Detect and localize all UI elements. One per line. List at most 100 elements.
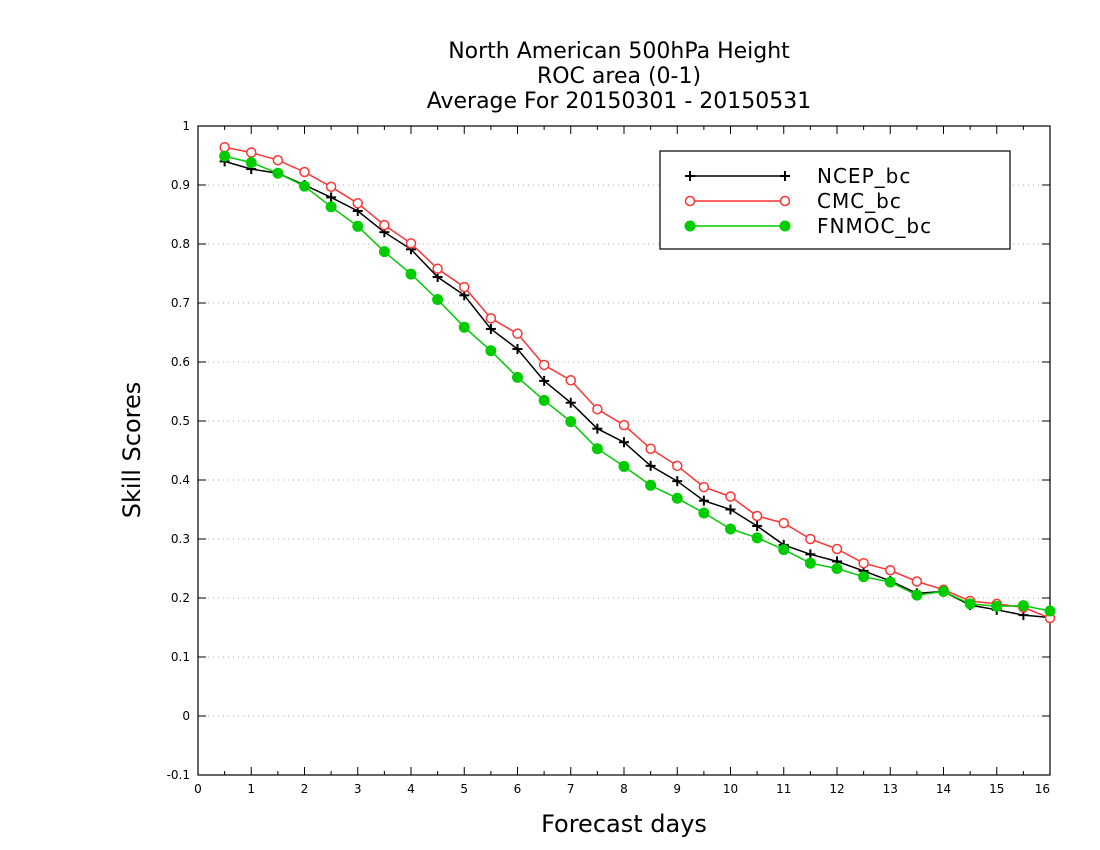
data-point-cmc-bc: [512, 328, 523, 339]
x-tick-label: 15: [989, 782, 1004, 796]
data-point-fnmoc-bc: [458, 321, 470, 333]
data-point-fnmoc-bc: [858, 571, 870, 583]
legend-marker: [780, 171, 790, 181]
y-tick-label: 0.2: [171, 591, 190, 605]
data-point-fnmoc-bc: [352, 220, 364, 232]
x-tick-label: 13: [883, 782, 898, 796]
x-tick-label: 11: [776, 782, 791, 796]
data-point-cmc-bc: [698, 481, 710, 493]
data-point-fnmoc-bc: [378, 246, 390, 258]
data-point-cmc-bc: [911, 576, 923, 587]
data-point-fnmoc-bc: [911, 589, 923, 601]
x-tick-label: 1: [247, 782, 255, 796]
data-point-cmc-bc: [219, 141, 230, 153]
data-point-fnmoc-bc: [485, 345, 497, 357]
data-point-fnmoc-bc: [591, 443, 603, 455]
data-point-fnmoc-bc: [725, 523, 736, 535]
data-point-ncep-bc: [698, 495, 709, 506]
data-point-ncep-bc: [485, 323, 496, 334]
x-tick-label: 9: [673, 782, 681, 796]
data-point-fnmoc-bc: [804, 557, 816, 569]
data-point-cmc-bc: [592, 403, 603, 415]
x-tick-label: 4: [407, 782, 415, 796]
x-tick-label: 14: [936, 782, 951, 796]
x-tick-label: 2: [301, 782, 309, 796]
data-point-cmc-bc: [885, 565, 896, 576]
legend-label: CMC_bc: [817, 189, 902, 213]
data-point-fnmoc-bc: [219, 150, 231, 162]
data-point-cmc-bc: [565, 375, 576, 386]
data-point-fnmoc-bc: [671, 492, 683, 504]
data-point-fnmoc-bc: [538, 394, 550, 406]
data-point-fnmoc-bc: [938, 586, 949, 598]
x-tick-label: 0: [194, 782, 202, 796]
data-point-ncep-bc: [645, 460, 656, 471]
legend-marker: [684, 220, 696, 232]
data-point-fnmoc-bc: [325, 201, 337, 213]
data-point-cmc-bc: [725, 491, 736, 502]
data-point-cmc-bc: [751, 510, 763, 522]
y-tick-label: 0.6: [171, 355, 190, 369]
x-tick-label: 8: [620, 782, 628, 796]
title-line-3: Average For 20150301 - 20150531: [427, 89, 812, 114]
y-tick-label: 0.5: [171, 414, 190, 428]
series-fnmoc-bc: [219, 150, 1056, 617]
y-tick-label: 0.1: [171, 650, 190, 664]
data-point-fnmoc-bc: [405, 268, 417, 280]
data-point-cmc-bc: [645, 443, 656, 454]
data-point-fnmoc-bc: [299, 180, 310, 192]
data-point-cmc-bc: [618, 419, 630, 431]
data-point-cmc-bc: [672, 460, 683, 472]
data-point-cmc-bc: [805, 533, 816, 545]
title-line-1: North American 500hPa Height: [448, 39, 790, 64]
data-point-fnmoc-bc: [884, 576, 896, 588]
data-point-fnmoc-bc: [565, 416, 577, 428]
legend-box: [659, 150, 1011, 250]
series-cmc-bc: [219, 141, 1056, 624]
data-point-fnmoc-bc: [432, 293, 444, 305]
legend-marker: [779, 195, 791, 207]
y-tick-label: 0.4: [171, 473, 190, 487]
data-point-ncep-bc: [805, 549, 816, 560]
data-point-cmc-bc: [778, 517, 789, 529]
x-tick-label: 16: [1035, 782, 1050, 796]
legend-item-fnmoc-bc: FNMOC_bc: [684, 214, 932, 238]
x-tick-label: 12: [829, 782, 844, 796]
y-tick-label: 1: [182, 119, 190, 133]
x-tick-label: 6: [514, 782, 522, 796]
data-point-cmc-bc: [432, 263, 443, 275]
data-point-cmc-bc: [379, 219, 390, 231]
x-tick-label: 10: [723, 782, 738, 796]
data-point-fnmoc-bc: [512, 371, 523, 383]
x-tick-label: 5: [460, 782, 468, 796]
data-point-cmc-bc: [352, 198, 363, 209]
legend-label: NCEP_bc: [817, 164, 911, 188]
legend-item-ncep-bc: NCEP_bc: [685, 164, 911, 188]
data-point-cmc-bc: [485, 313, 497, 324]
x-tick-label: 7: [567, 782, 575, 796]
data-point-ncep-bc: [565, 397, 576, 408]
legend-marker: [684, 195, 696, 207]
y-tick-label: 0.3: [171, 532, 190, 546]
legend-item-cmc-bc: CMC_bc: [684, 189, 902, 213]
legend-marker: [779, 220, 791, 232]
y-tick-label: 0.7: [171, 296, 190, 310]
data-point-fnmoc-bc: [245, 157, 257, 169]
data-point-ncep-bc: [752, 521, 763, 532]
data-point-fnmoc-bc: [618, 460, 630, 472]
data-point-fnmoc-bc: [991, 600, 1003, 612]
data-point-ncep-bc: [725, 504, 736, 515]
data-point-ncep-bc: [672, 476, 683, 487]
data-point-ncep-bc: [619, 437, 629, 448]
legend-label: FNMOC_bc: [817, 214, 932, 238]
data-point-ncep-bc: [512, 344, 523, 355]
x-tick-label: 3: [354, 782, 362, 796]
y-tick-label: -0.1: [167, 768, 190, 782]
axis-ticks: -0.100.10.20.30.40.50.60.70.80.910 1 2 3 4 5 6…: [167, 119, 1051, 796]
data-point-fnmoc-bc: [831, 563, 843, 574]
data-point-fnmoc-bc: [272, 167, 284, 179]
data-point-cmc-bc: [299, 166, 310, 178]
data-point-cmc-bc: [272, 154, 284, 166]
